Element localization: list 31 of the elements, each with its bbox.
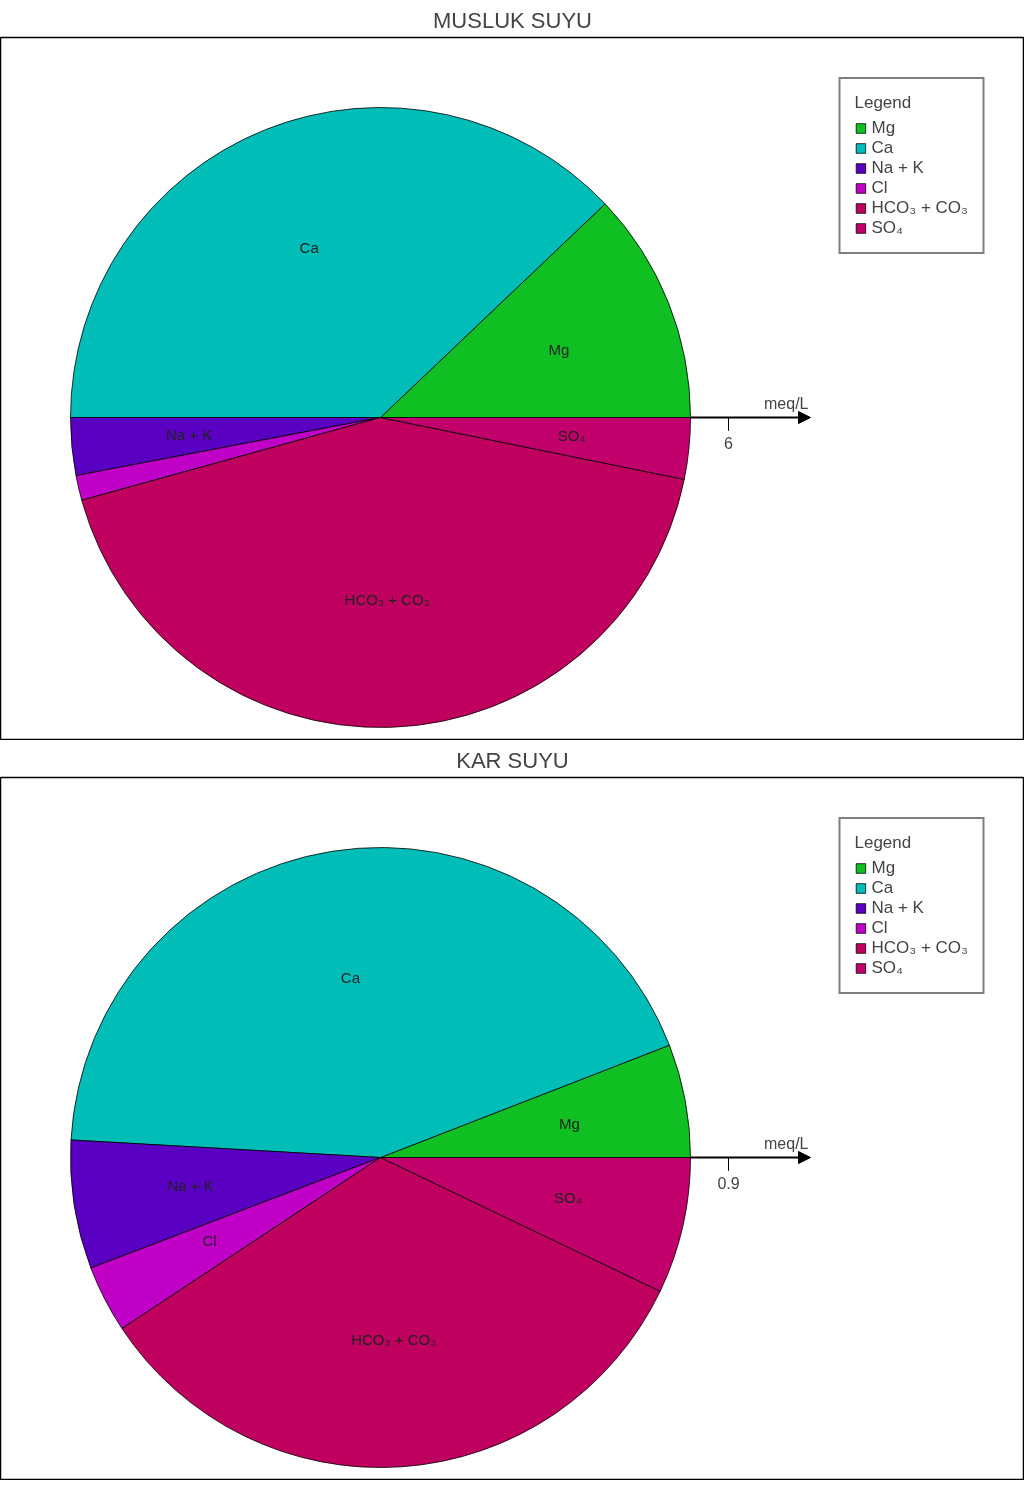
legend-label: SO₄ — [871, 958, 904, 978]
legend-label: HCO₃ + CO₃ — [871, 938, 968, 958]
slice-label: HCO₃ + CO₃ — [344, 591, 430, 609]
legend-label: SO₄ — [871, 218, 904, 238]
legend-label: Mg — [871, 858, 896, 878]
text: meq/L — [764, 394, 809, 412]
text: meq/L — [764, 1134, 809, 1152]
slice-label: HCO₃ + CO₃ — [351, 1331, 437, 1349]
text: 0.9 — [717, 1174, 740, 1192]
slice-label: Mg — [558, 1115, 580, 1133]
legend-label: Na + K — [871, 898, 924, 918]
slice-label: Na + K — [167, 1177, 214, 1194]
legend-label: Na + K — [871, 158, 924, 178]
slice-label: Ca — [340, 968, 361, 986]
legend-label: Ca — [871, 878, 894, 898]
slice-label: Ca — [299, 239, 320, 257]
chart-title: MUSLUK SUYU — [433, 7, 592, 33]
legend-label: Cl — [871, 178, 889, 198]
slice-label: SO₄ — [554, 1189, 582, 1207]
legend-label: Ca — [871, 138, 894, 158]
slice-label: Cl — [202, 1232, 217, 1250]
legend-label: Mg — [871, 118, 896, 138]
slice-label: Mg — [548, 341, 570, 359]
slice-label: Na + K — [166, 426, 213, 444]
legend-label: Cl — [871, 918, 889, 938]
chart-title: KAR SUYU — [456, 747, 569, 773]
text: 6 — [724, 434, 734, 452]
legend-label: HCO₃ + CO₃ — [871, 198, 968, 218]
legend-title: Legend — [854, 93, 913, 113]
legend-title: Legend — [854, 833, 913, 853]
slice-label: SO₄ — [557, 427, 586, 445]
